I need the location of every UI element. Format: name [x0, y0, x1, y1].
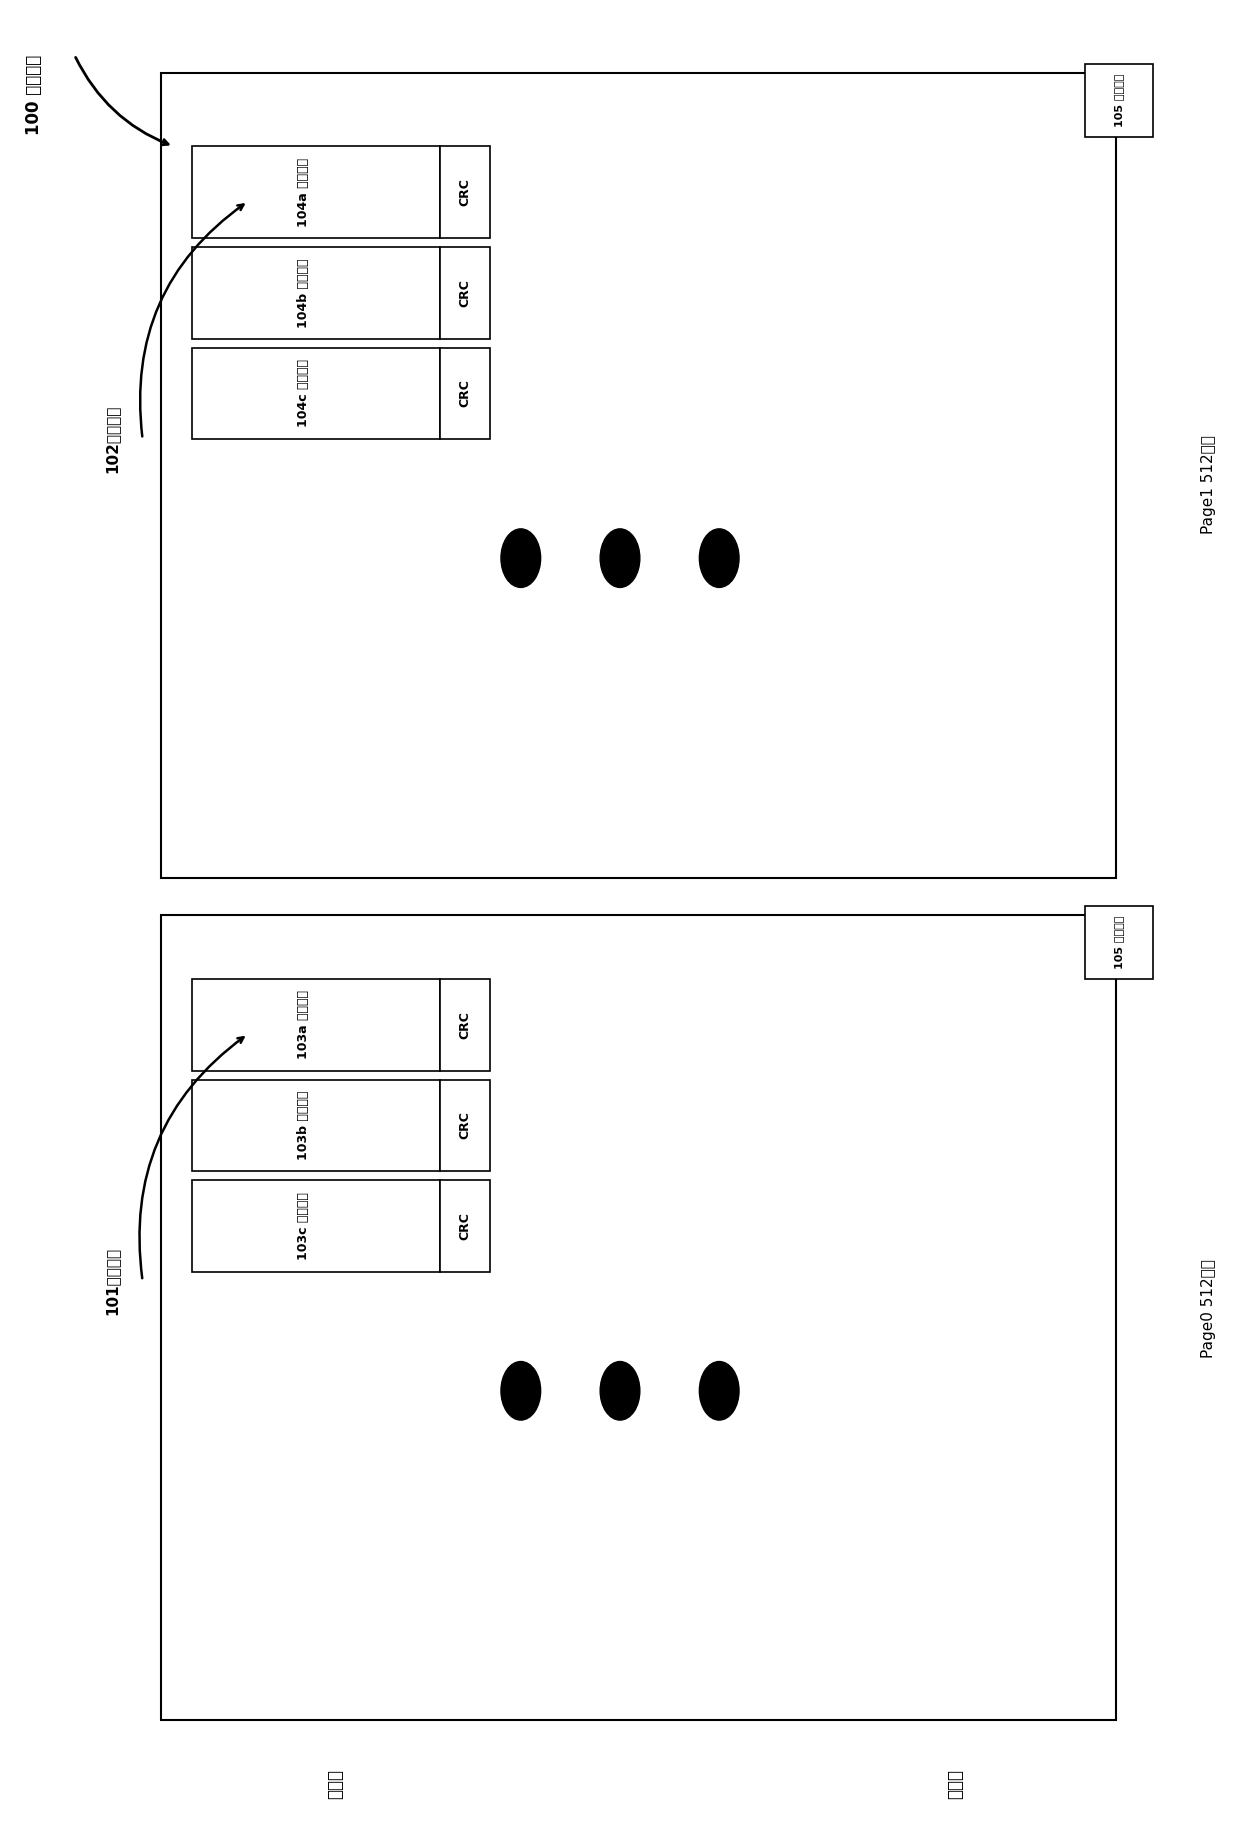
- FancyBboxPatch shape: [440, 1080, 490, 1171]
- Text: 102第二页面: 102第二页面: [104, 404, 119, 474]
- FancyBboxPatch shape: [192, 247, 440, 339]
- Circle shape: [501, 1362, 541, 1420]
- FancyBboxPatch shape: [440, 348, 490, 439]
- Text: 101第一页面: 101第一页面: [104, 1246, 119, 1316]
- Text: CRC: CRC: [459, 278, 471, 307]
- Circle shape: [699, 529, 739, 587]
- Text: 104c 数据单元: 104c 数据单元: [298, 359, 310, 428]
- Circle shape: [501, 529, 541, 587]
- Text: 103c 数据单元: 103c 数据单元: [298, 1191, 310, 1261]
- Text: 105 页面标记: 105 页面标记: [1114, 915, 1125, 970]
- Text: 低地址: 低地址: [326, 1770, 343, 1799]
- Text: CRC: CRC: [459, 1010, 471, 1039]
- FancyBboxPatch shape: [440, 146, 490, 238]
- FancyBboxPatch shape: [192, 979, 440, 1071]
- Text: 103a 数据单元: 103a 数据单元: [298, 990, 310, 1060]
- Circle shape: [600, 529, 640, 587]
- Text: 高地址: 高地址: [946, 1770, 963, 1799]
- FancyBboxPatch shape: [192, 348, 440, 439]
- Text: Page1 512字节: Page1 512字节: [1202, 436, 1216, 534]
- FancyBboxPatch shape: [161, 915, 1116, 1720]
- Text: CRC: CRC: [459, 1111, 471, 1140]
- Circle shape: [600, 1362, 640, 1420]
- Text: CRC: CRC: [459, 379, 471, 408]
- Text: 104b 数据单元: 104b 数据单元: [298, 258, 310, 328]
- Text: 104a 数据单元: 104a 数据单元: [298, 157, 310, 227]
- FancyBboxPatch shape: [440, 979, 490, 1071]
- Text: 105 页面标记: 105 页面标记: [1114, 73, 1125, 128]
- Text: 103b 数据单元: 103b 数据单元: [298, 1091, 310, 1160]
- FancyBboxPatch shape: [192, 1080, 440, 1171]
- FancyBboxPatch shape: [192, 146, 440, 238]
- FancyBboxPatch shape: [440, 247, 490, 339]
- FancyBboxPatch shape: [1085, 64, 1153, 137]
- Text: CRC: CRC: [459, 178, 471, 207]
- FancyBboxPatch shape: [440, 1180, 490, 1272]
- FancyBboxPatch shape: [1085, 906, 1153, 979]
- Text: 100 存储系统: 100 存储系统: [25, 55, 43, 135]
- Text: CRC: CRC: [459, 1211, 471, 1241]
- Circle shape: [699, 1362, 739, 1420]
- FancyBboxPatch shape: [192, 1180, 440, 1272]
- FancyBboxPatch shape: [161, 73, 1116, 878]
- Text: Page0 512字节: Page0 512字节: [1202, 1259, 1216, 1358]
